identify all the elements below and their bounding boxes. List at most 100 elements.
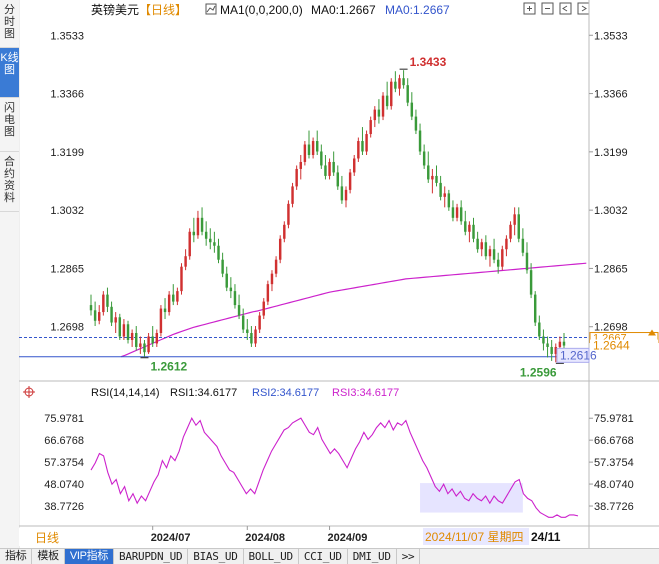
candle bbox=[118, 313, 122, 340]
rsi-tick-right-3: 48.0740 bbox=[594, 479, 634, 491]
candle bbox=[159, 305, 163, 337]
candle-body bbox=[455, 207, 459, 218]
candle-body bbox=[258, 315, 261, 330]
candle bbox=[533, 291, 537, 327]
candle-body bbox=[451, 207, 455, 218]
candle bbox=[505, 235, 508, 257]
candle-body bbox=[488, 249, 492, 257]
candle-body bbox=[122, 324, 126, 337]
candle-body bbox=[348, 172, 352, 190]
candle-body bbox=[250, 333, 253, 344]
candle-body bbox=[521, 238, 525, 253]
price-tick-right-0: 1.3533 bbox=[594, 30, 628, 42]
candle bbox=[151, 326, 154, 347]
tab-kline[interactable]: K线图 bbox=[0, 48, 19, 98]
candle-body bbox=[241, 315, 245, 330]
bottom-tab-indicators[interactable]: 指标 bbox=[0, 549, 33, 564]
candle bbox=[184, 249, 187, 271]
candle-body bbox=[525, 252, 529, 271]
bottom-tab-more[interactable]: >> bbox=[397, 549, 421, 564]
candle-body bbox=[213, 242, 216, 246]
chart-area[interactable]: 英镑美元 【日线】 MA1(0,0,200,0) MA0:1.2667 MA0:… bbox=[19, 0, 659, 548]
candle-body bbox=[517, 214, 520, 239]
bottom-tab-boll[interactable]: BOLL_UD bbox=[244, 549, 299, 564]
bottom-tab-cci[interactable]: CCI_UD bbox=[299, 549, 348, 564]
candle bbox=[209, 228, 212, 250]
candle bbox=[369, 116, 372, 138]
zoom-out-icon[interactable] bbox=[541, 2, 554, 15]
candle-body bbox=[406, 85, 409, 103]
candle-body bbox=[422, 151, 426, 166]
back-icon[interactable] bbox=[559, 2, 572, 15]
tab-contract-info[interactable]: 合约资料 bbox=[0, 152, 19, 212]
candle-body bbox=[225, 273, 228, 288]
price-tick-right-1: 1.3366 bbox=[594, 89, 628, 101]
candle-body bbox=[443, 193, 446, 197]
price-tick-left-2: 1.3199 bbox=[50, 147, 84, 159]
cursor-date-label: 2024/11/07 星期四 bbox=[425, 530, 524, 544]
candle bbox=[126, 320, 130, 344]
date-tick-1: 2024/08 bbox=[245, 532, 285, 544]
candle bbox=[455, 203, 459, 222]
candle-body bbox=[254, 329, 257, 344]
price-tick-right-2: 1.3199 bbox=[594, 147, 628, 159]
candle-body bbox=[184, 256, 187, 267]
candle-body bbox=[336, 172, 340, 187]
candle-body bbox=[377, 109, 381, 117]
price-tick-left-0: 1.3533 bbox=[50, 30, 84, 42]
bottom-tab-vip-indicators[interactable]: VIP指标 bbox=[64, 549, 115, 564]
candle-body bbox=[468, 224, 471, 232]
bottom-tab-dmi[interactable]: DMI_UD bbox=[348, 549, 397, 564]
candle bbox=[266, 280, 270, 306]
candle-body bbox=[114, 317, 117, 323]
candle-body bbox=[102, 294, 105, 313]
candle bbox=[192, 217, 196, 243]
candle bbox=[353, 154, 356, 176]
window-controls bbox=[523, 2, 590, 15]
candle bbox=[414, 109, 418, 135]
price-axis: 1.3533 1.3533 1.3366 1.3366 1.3199 1.3199 1.30… bbox=[50, 30, 627, 333]
period-button-bg[interactable] bbox=[19, 528, 71, 546]
candles bbox=[89, 70, 566, 363]
candle bbox=[110, 301, 113, 327]
candle bbox=[237, 294, 241, 320]
candle bbox=[163, 298, 167, 320]
candle bbox=[283, 221, 286, 243]
bottom-tab-barupdn[interactable]: BARUPDN_UD bbox=[114, 549, 189, 564]
candle-body bbox=[373, 109, 377, 121]
ma-settings-icon[interactable] bbox=[205, 3, 217, 15]
rsi-tick-left-1: 66.6768 bbox=[44, 435, 84, 447]
candle bbox=[167, 291, 171, 316]
candle-body bbox=[357, 141, 360, 159]
candle-body bbox=[262, 301, 265, 316]
candle bbox=[139, 336, 142, 354]
candle-body bbox=[266, 284, 270, 302]
candle bbox=[291, 182, 294, 208]
bottom-tab-templates[interactable]: 模板 bbox=[32, 549, 65, 564]
candle-body bbox=[320, 151, 323, 166]
tab-flash[interactable]: 闪电图 bbox=[0, 98, 19, 152]
candle bbox=[521, 228, 525, 257]
candle-body bbox=[398, 78, 401, 89]
period-button[interactable]: 日线 bbox=[35, 531, 59, 545]
candle bbox=[435, 165, 438, 187]
tab-timeshare[interactable]: 分时图 bbox=[0, 0, 19, 48]
candle bbox=[98, 305, 101, 325]
candle bbox=[336, 165, 340, 190]
candle-body bbox=[307, 144, 311, 155]
candle bbox=[172, 284, 175, 306]
candle-body bbox=[324, 165, 327, 176]
zoom-in-icon[interactable] bbox=[523, 2, 536, 15]
rsi-settings-icon[interactable] bbox=[23, 386, 35, 398]
candle bbox=[492, 238, 496, 264]
candle-body bbox=[385, 95, 389, 107]
candle bbox=[122, 319, 126, 340]
bottom-tab-bias[interactable]: BIAS_UD bbox=[188, 549, 244, 564]
price-tag-cursor: 1.2616 bbox=[560, 348, 597, 362]
candle bbox=[324, 154, 327, 180]
candle bbox=[200, 207, 204, 236]
candle-body bbox=[176, 291, 179, 302]
candle-body bbox=[196, 217, 200, 236]
rsi-tick-right-2: 57.3754 bbox=[594, 457, 634, 469]
annotation-low-label-1: 1.2612 bbox=[150, 360, 187, 374]
